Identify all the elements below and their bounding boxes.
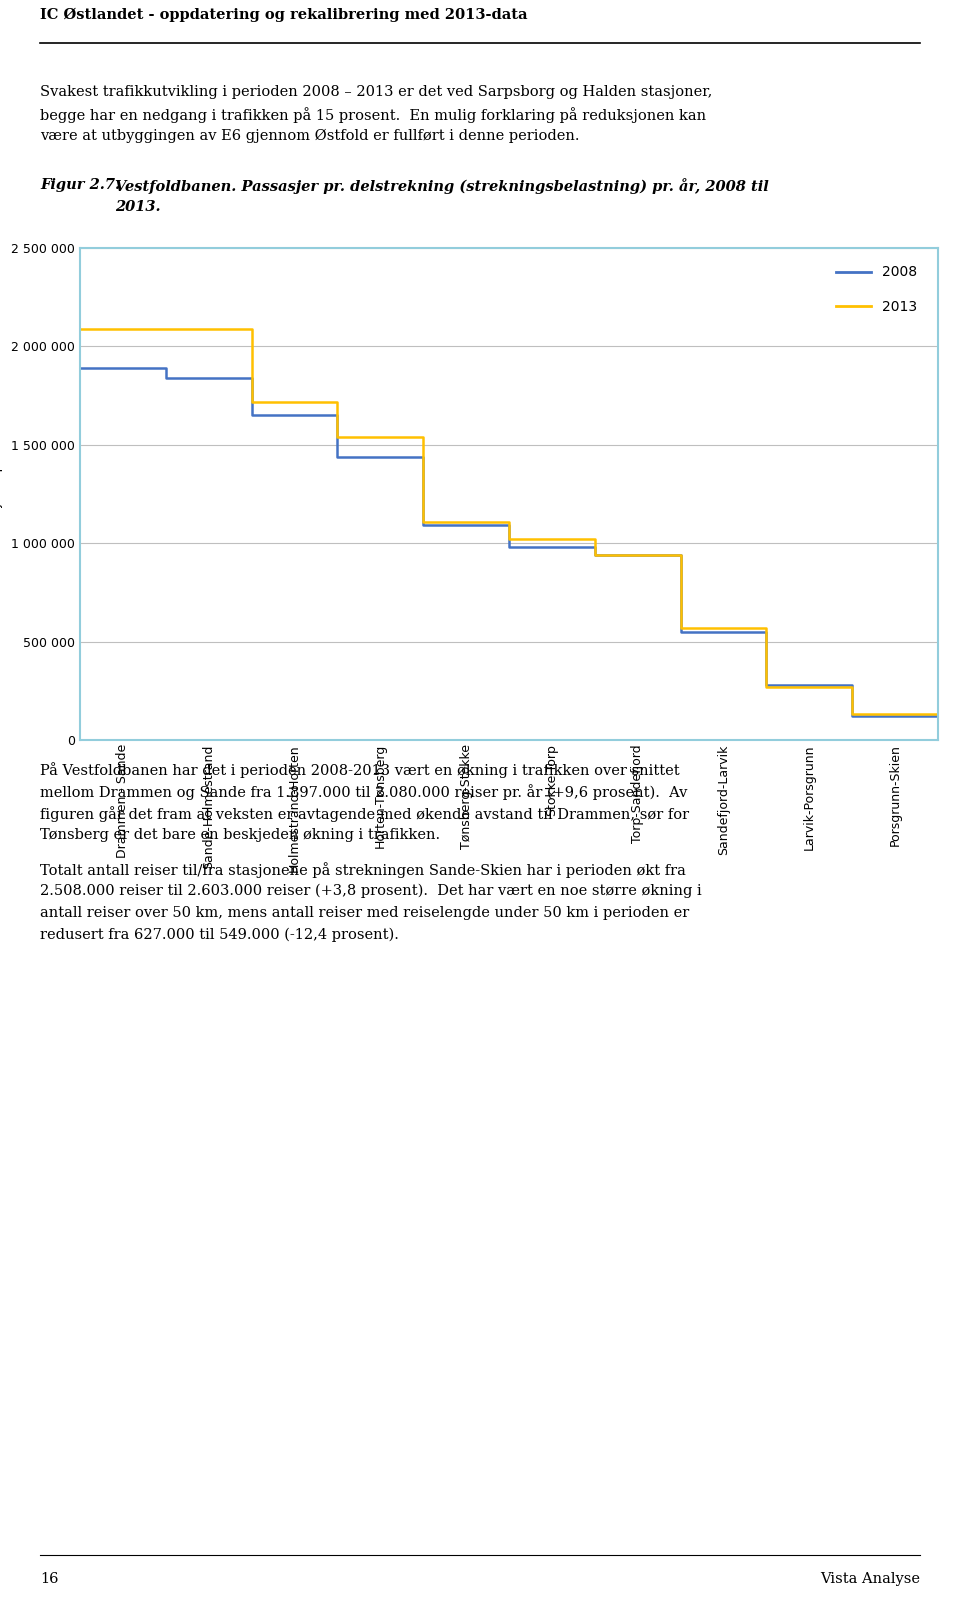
Text: figuren går det fram at veksten er avtagende med økende avstand til Drammen, sør: figuren går det fram at veksten er avtag… (40, 806, 689, 822)
Text: være at utbyggingen av E6 gjennom Østfold er fullført i denne perioden.: være at utbyggingen av E6 gjennom Østfol… (40, 129, 580, 144)
Text: Tønsberg er det bare en beskjeden økning i trafikken.: Tønsberg er det bare en beskjeden økning… (40, 827, 440, 842)
Text: 2013.: 2013. (115, 200, 160, 214)
Legend: 2008, 2013: 2008, 2013 (830, 260, 923, 319)
Y-axis label: Passasjerer pr. år: Passasjerer pr. år (0, 438, 3, 551)
Text: mellom Drammen og Sande fra 1.897.000 til 2.080.000 reiser pr. år (+9,6 prosent): mellom Drammen og Sande fra 1.897.000 ti… (40, 784, 687, 800)
Text: redusert fra 627.000 til 549.000 (-12,4 prosent).: redusert fra 627.000 til 549.000 (-12,4 … (40, 928, 398, 942)
Text: antall reiser over 50 km, mens antall reiser med reiselengde under 50 km i perio: antall reiser over 50 km, mens antall re… (40, 905, 689, 920)
Text: Svakest trafikkutvikling i perioden 2008 – 2013 er det ved Sarpsborg og Halden s: Svakest trafikkutvikling i perioden 2008… (40, 85, 712, 99)
Text: 16: 16 (40, 1571, 59, 1586)
Text: Vista Analyse: Vista Analyse (820, 1571, 920, 1586)
Text: Figur 2.7.: Figur 2.7. (40, 177, 120, 192)
Text: IC Østlandet - oppdatering og rekalibrering med 2013-data: IC Østlandet - oppdatering og rekalibrer… (40, 8, 527, 22)
Text: begge har en nedgang i trafikken på 15 prosent.  En mulig forklaring på reduksjo: begge har en nedgang i trafikken på 15 p… (40, 107, 707, 123)
Text: 2.508.000 reiser til 2.603.000 reiser (+3,8 prosent).  Det har vært en noe størr: 2.508.000 reiser til 2.603.000 reiser (+… (40, 885, 702, 899)
Text: Vestfoldbanen. Passasjer pr. delstrekning (strekningsbelastning) pr. år, 2008 ti: Vestfoldbanen. Passasjer pr. delstreknin… (115, 177, 769, 193)
Text: Totalt antall reiser til/fra stasjonene på strekningen Sande-Skien har i periode: Totalt antall reiser til/fra stasjonene … (40, 862, 685, 878)
Text: På Vestfoldbanen har det i perioden 2008-2013 vært en økning i trafikken over sn: På Vestfoldbanen har det i perioden 2008… (40, 762, 680, 778)
